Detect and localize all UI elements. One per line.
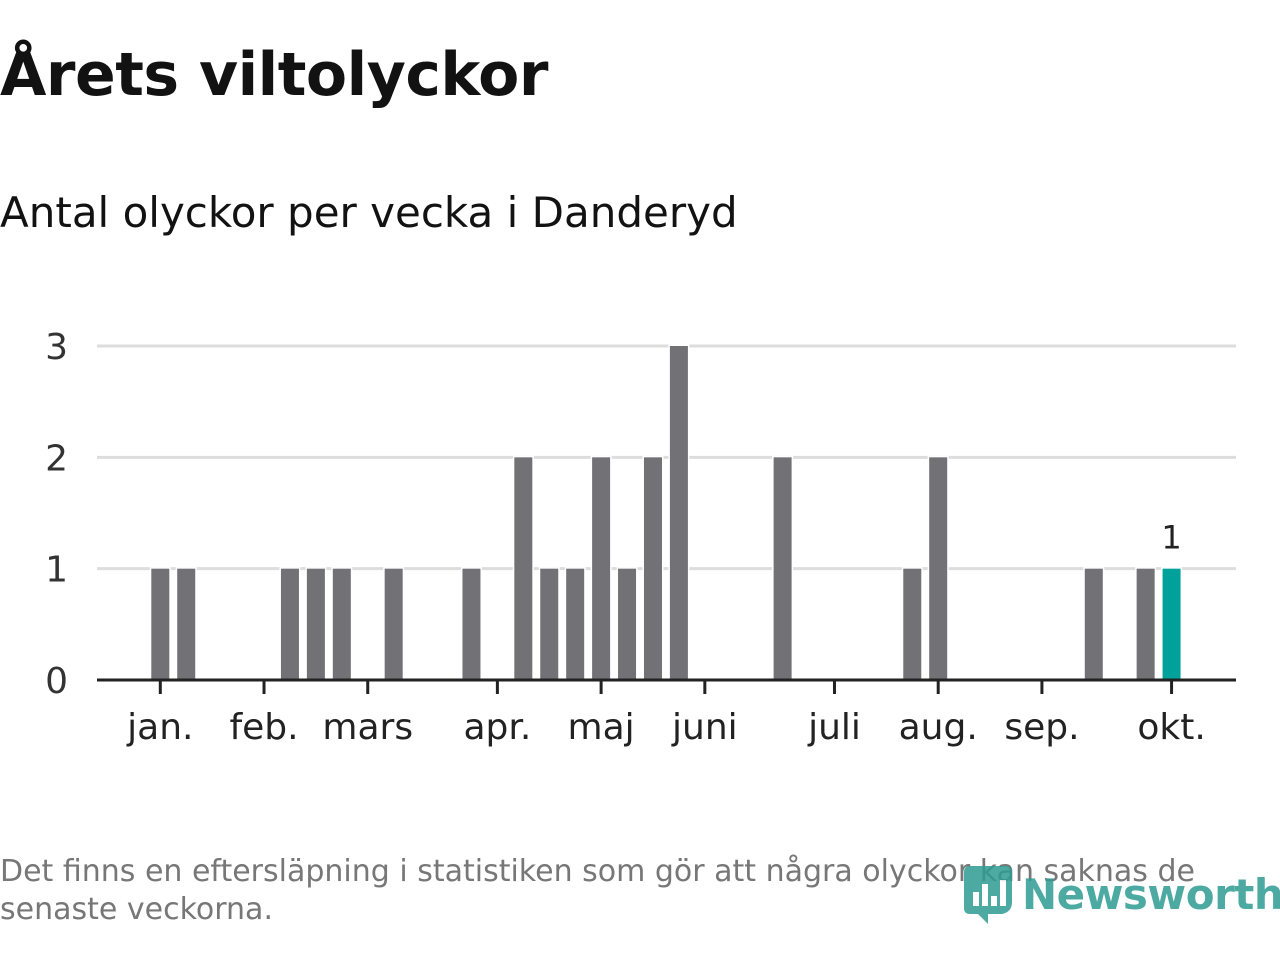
bar-week-31	[927, 455, 949, 682]
bar-data-label: 1	[1161, 519, 1181, 557]
y-tick-label-3: 3	[45, 327, 68, 368]
bar-week-6	[279, 567, 301, 682]
bar-week-19	[616, 567, 638, 682]
bar-week-15	[512, 455, 534, 682]
x-tick-label-40: okt.	[1137, 707, 1205, 748]
x-tick-label-22: juni	[671, 707, 738, 748]
chart-subtitle: Antal olyckor per vecka i Danderyd	[0, 188, 738, 237]
newsworthy-logo: Newsworthy	[962, 862, 1280, 926]
x-tick-label-18: maj	[568, 707, 635, 748]
bar-week-17	[564, 567, 586, 682]
x-tick-label-5: feb.	[229, 707, 298, 748]
x-tick-label-14: apr.	[463, 707, 531, 748]
bar-week-39	[1135, 567, 1157, 682]
chart-title: Årets viltolyckor	[0, 40, 549, 110]
bar-week-8	[331, 567, 353, 682]
x-tick-label-31: aug.	[899, 707, 978, 748]
bar-chart: 0 1 2 3 1 jan. feb. mars apr. maj juni juli aug. sep.…	[45, 327, 1236, 748]
bar-week-20	[642, 455, 664, 682]
bar-week-21	[668, 344, 690, 682]
bar-week-16	[538, 567, 560, 682]
bar-week-37	[1083, 567, 1105, 682]
x-tick-label-1: jan.	[126, 707, 193, 748]
bar-chart-shield-icon	[964, 866, 1012, 924]
bar-week-30	[901, 567, 923, 682]
y-tick-label-2: 2	[45, 438, 68, 479]
bar-week-13	[460, 567, 482, 682]
x-tick-label-35: sep.	[1004, 707, 1079, 748]
bar-week-2	[175, 567, 197, 682]
y-tick-label-0: 0	[45, 661, 68, 702]
logo-text: Newsworthy	[1022, 869, 1280, 919]
bar-week-18	[590, 455, 612, 682]
bar-week-7	[305, 567, 327, 682]
bar-week-10	[383, 567, 405, 682]
y-tick-label-1: 1	[45, 550, 68, 591]
bar-week-40	[1161, 567, 1183, 682]
x-tick-label-27: juli	[807, 707, 861, 748]
bar-week-1	[149, 567, 171, 682]
x-tick-label-9: mars	[322, 707, 413, 748]
bar-week-25	[772, 455, 794, 682]
